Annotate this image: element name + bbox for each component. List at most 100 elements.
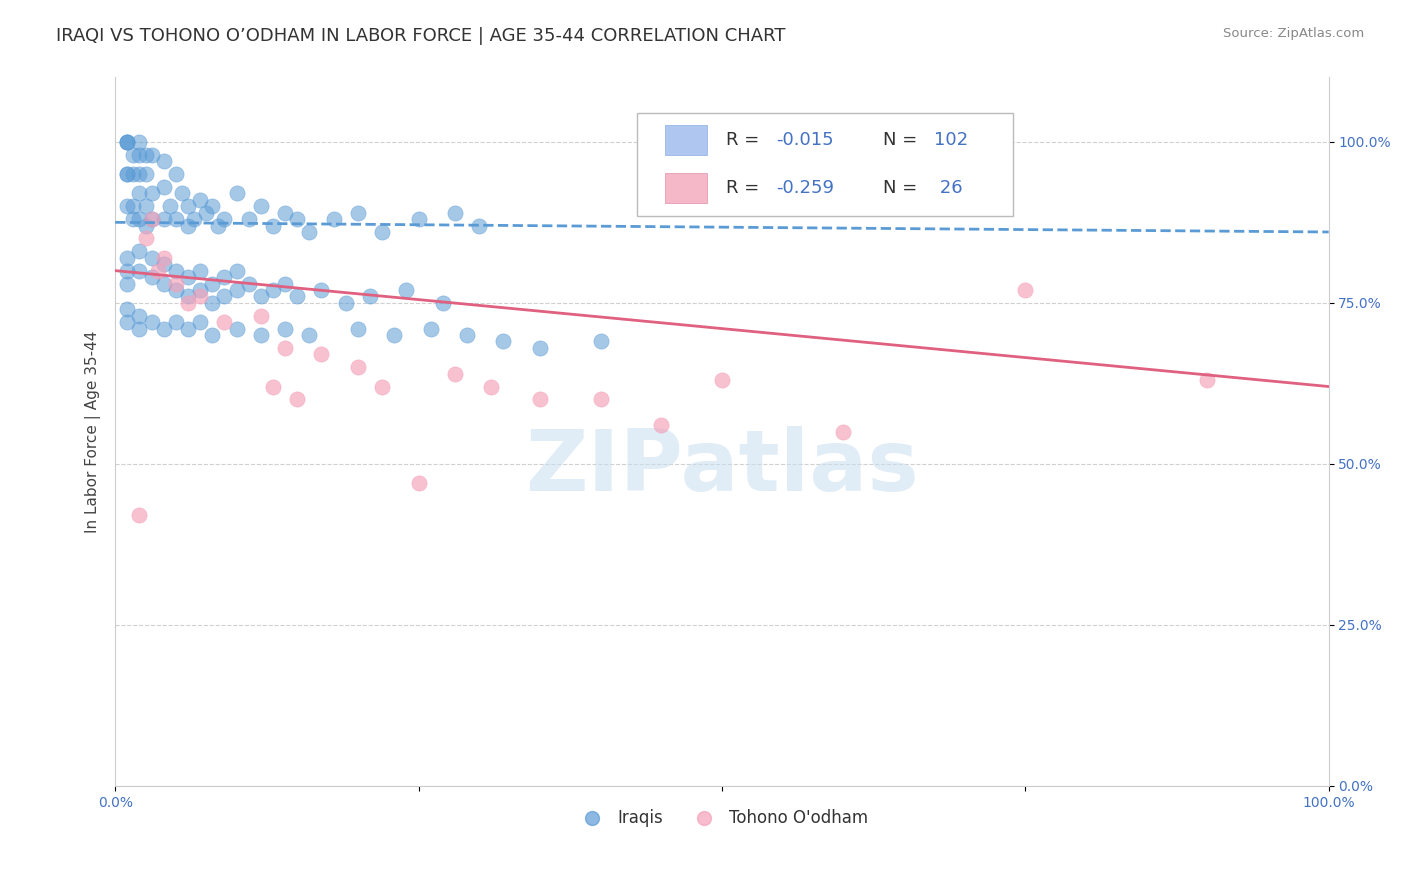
Point bbox=[225, 186, 247, 201]
Point bbox=[214, 270, 236, 285]
Point bbox=[298, 225, 321, 239]
Point bbox=[419, 321, 441, 335]
Point bbox=[122, 199, 145, 213]
Point bbox=[195, 205, 218, 219]
Point bbox=[468, 219, 491, 233]
Point bbox=[311, 347, 333, 361]
Point bbox=[165, 212, 187, 227]
Text: Source: ZipAtlas.com: Source: ZipAtlas.com bbox=[1223, 27, 1364, 40]
Point bbox=[238, 277, 260, 291]
Point bbox=[177, 219, 200, 233]
Point bbox=[274, 341, 297, 355]
Point bbox=[589, 334, 612, 349]
Point bbox=[152, 180, 174, 194]
Point bbox=[274, 277, 297, 291]
Point bbox=[274, 321, 297, 335]
Point bbox=[117, 199, 139, 213]
Point bbox=[298, 328, 321, 343]
Point bbox=[285, 212, 308, 227]
Point bbox=[225, 263, 247, 277]
Point bbox=[135, 167, 157, 181]
Point bbox=[335, 295, 357, 310]
Point bbox=[382, 328, 405, 343]
Point bbox=[117, 302, 139, 317]
Point bbox=[128, 212, 150, 227]
Point bbox=[128, 135, 150, 149]
Point bbox=[152, 212, 174, 227]
Point bbox=[285, 289, 308, 303]
Point bbox=[188, 193, 211, 207]
Point bbox=[322, 212, 344, 227]
Point bbox=[152, 321, 174, 335]
Point bbox=[117, 167, 139, 181]
Point bbox=[249, 328, 271, 343]
Point bbox=[177, 321, 200, 335]
Point bbox=[128, 263, 150, 277]
Point bbox=[128, 508, 150, 523]
Point bbox=[529, 341, 551, 355]
Point bbox=[128, 186, 150, 201]
Point bbox=[170, 186, 193, 201]
Point bbox=[285, 392, 308, 407]
Point bbox=[444, 367, 467, 381]
Point bbox=[1197, 373, 1219, 387]
Point bbox=[347, 360, 370, 375]
Point bbox=[479, 379, 502, 393]
Y-axis label: In Labor Force | Age 35-44: In Labor Force | Age 35-44 bbox=[86, 330, 101, 533]
Point bbox=[165, 167, 187, 181]
Point bbox=[188, 289, 211, 303]
Point bbox=[177, 289, 200, 303]
Bar bbox=[665, 126, 707, 155]
Point bbox=[152, 277, 174, 291]
Point bbox=[141, 270, 163, 285]
Point bbox=[122, 167, 145, 181]
Text: R =: R = bbox=[725, 131, 765, 149]
Text: 26: 26 bbox=[934, 179, 963, 197]
Text: N =: N = bbox=[883, 131, 924, 149]
Point bbox=[238, 212, 260, 227]
Point bbox=[117, 263, 139, 277]
Point bbox=[135, 147, 157, 161]
Point bbox=[214, 315, 236, 329]
Point bbox=[188, 315, 211, 329]
Point bbox=[128, 167, 150, 181]
Text: IRAQI VS TOHONO O’ODHAM IN LABOR FORCE | AGE 35-44 CORRELATION CHART: IRAQI VS TOHONO O’ODHAM IN LABOR FORCE |… bbox=[56, 27, 786, 45]
Point bbox=[165, 283, 187, 297]
Point bbox=[650, 418, 672, 433]
Point bbox=[492, 334, 515, 349]
Point bbox=[141, 315, 163, 329]
Text: 102: 102 bbox=[934, 131, 969, 149]
Point bbox=[274, 205, 297, 219]
Point bbox=[159, 199, 181, 213]
Point bbox=[117, 315, 139, 329]
Point bbox=[135, 199, 157, 213]
Point bbox=[432, 295, 454, 310]
Point bbox=[408, 212, 430, 227]
Point bbox=[371, 379, 394, 393]
Point bbox=[249, 199, 271, 213]
Point bbox=[225, 283, 247, 297]
Point bbox=[832, 425, 855, 439]
Point bbox=[117, 135, 139, 149]
Point bbox=[122, 212, 145, 227]
Point bbox=[165, 277, 187, 291]
Legend: Iraqis, Tohono O'odham: Iraqis, Tohono O'odham bbox=[568, 803, 875, 834]
Point bbox=[152, 257, 174, 271]
Point bbox=[117, 167, 139, 181]
Point bbox=[177, 270, 200, 285]
Point bbox=[141, 212, 163, 227]
Point bbox=[128, 309, 150, 323]
Point bbox=[201, 199, 224, 213]
Point bbox=[117, 135, 139, 149]
Point bbox=[117, 251, 139, 265]
Point bbox=[456, 328, 478, 343]
Point bbox=[225, 321, 247, 335]
Point bbox=[347, 205, 370, 219]
Point bbox=[141, 212, 163, 227]
Point bbox=[128, 321, 150, 335]
FancyBboxPatch shape bbox=[637, 113, 1014, 216]
Point bbox=[141, 147, 163, 161]
Point bbox=[347, 321, 370, 335]
Point bbox=[201, 295, 224, 310]
Bar bbox=[665, 173, 707, 203]
